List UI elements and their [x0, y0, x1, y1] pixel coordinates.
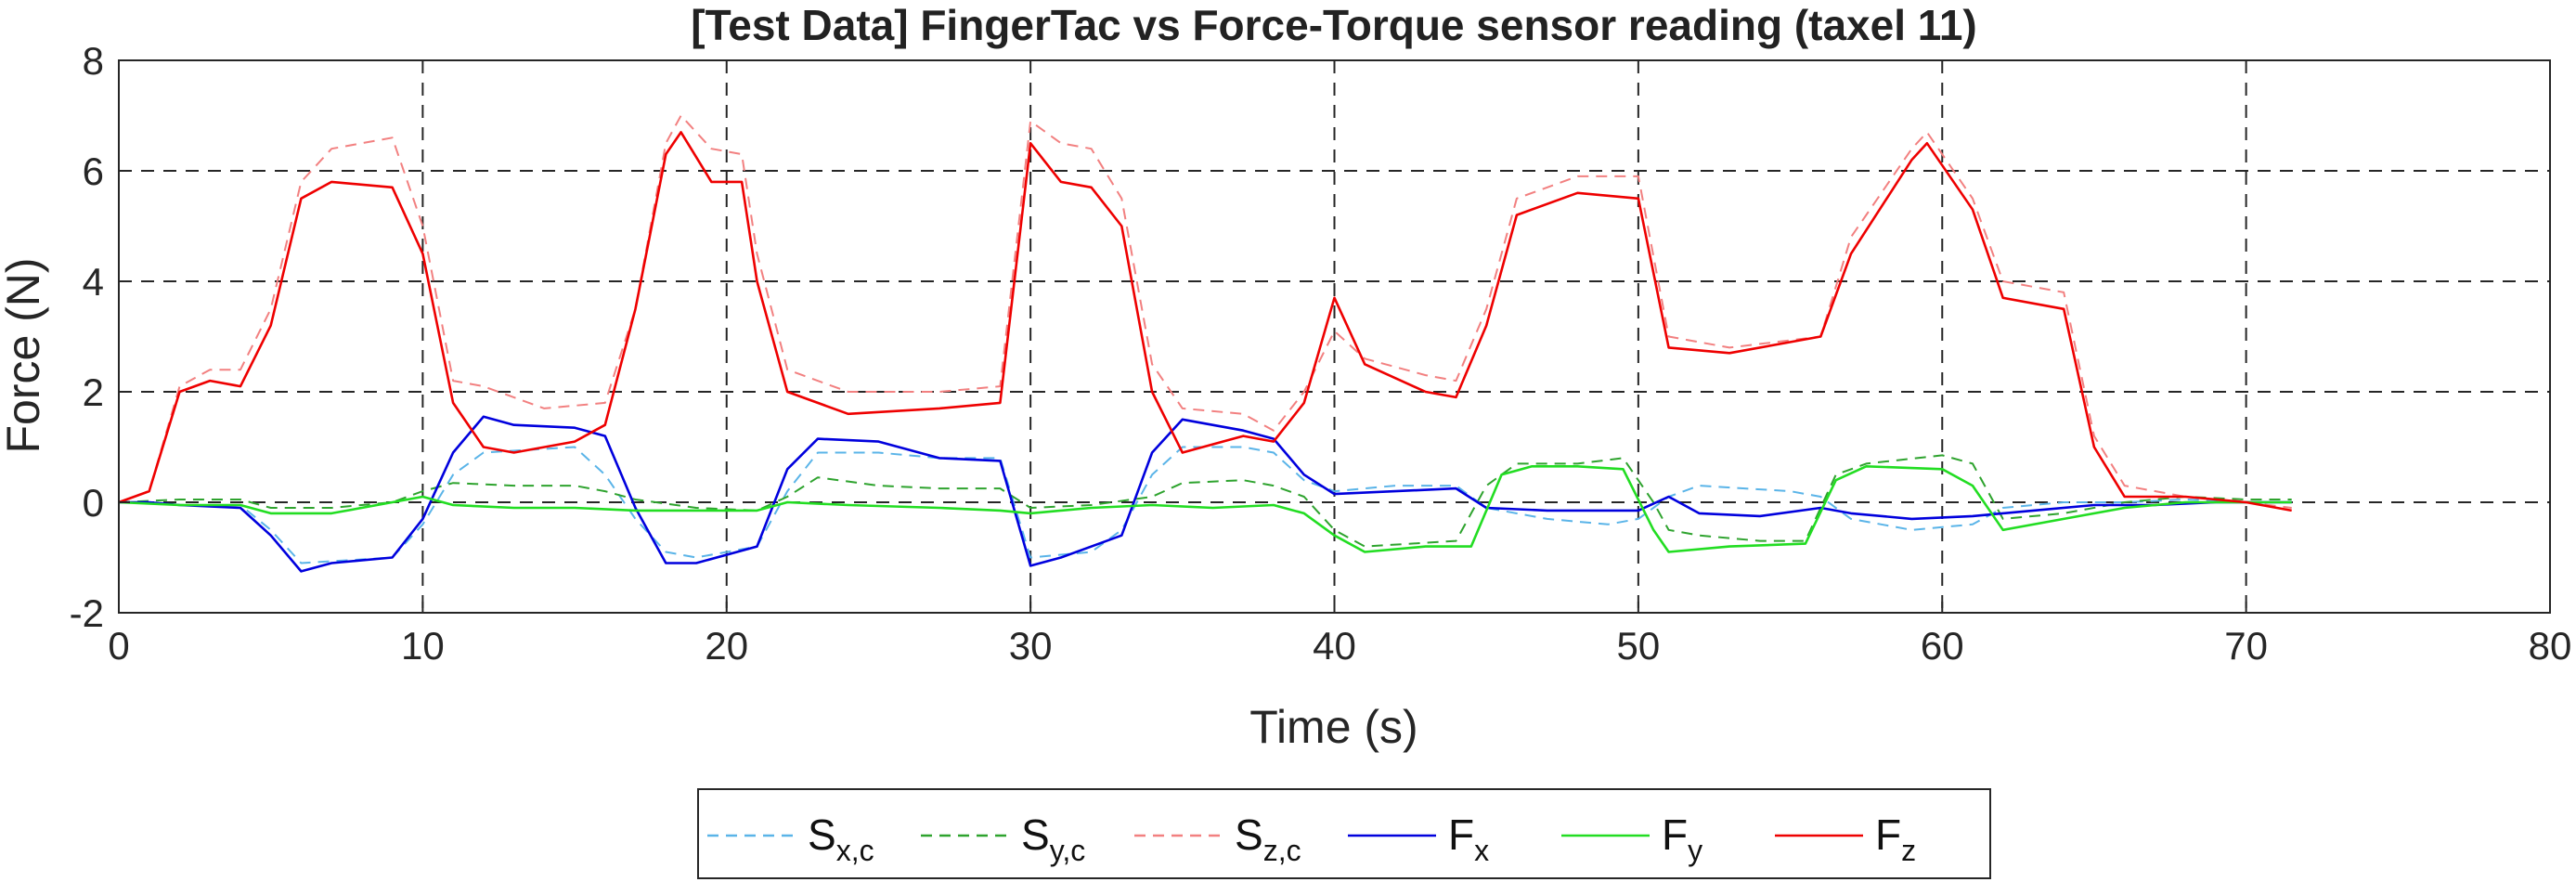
x-tick-label: 40	[1313, 624, 1356, 668]
legend-label: Sx,c	[808, 811, 874, 867]
x-tick-label: 0	[108, 624, 129, 668]
x-tick-label: 80	[2529, 624, 2572, 668]
x-tick-label: 50	[1617, 624, 1661, 668]
y-tick-label: 2	[83, 370, 104, 414]
y-axis-label: Force (N)	[0, 257, 49, 453]
x-tick-label: 70	[2224, 624, 2268, 668]
y-tick-label: -2	[70, 591, 104, 635]
series-line-s-zc	[118, 114, 2292, 509]
y-tick-label: 4	[83, 260, 104, 304]
series-line-f-x	[119, 415, 2292, 573]
x-tick-label: 60	[1921, 624, 1964, 668]
legend-label: Fz	[1875, 811, 1916, 867]
legend: Sx,c Sy,c Sz,c Fx Fy Fz	[697, 788, 1991, 879]
legend-label: Sz,c	[1235, 811, 1301, 867]
legend-label: Fy	[1662, 811, 1702, 867]
legend-label: Fx	[1448, 811, 1489, 867]
y-tick-label: 0	[83, 481, 104, 525]
x-tick-label: 20	[705, 624, 748, 668]
series-line-f-z	[118, 131, 2292, 512]
legend-items: Sx,c Sy,c Sz,c Fx Fy Fz	[707, 811, 1916, 867]
series-line-f-y	[118, 465, 2292, 553]
x-axis-label: Time (s)	[1249, 701, 1417, 753]
x-tick-label: 30	[1009, 624, 1053, 668]
x-tick-label: 10	[401, 624, 445, 668]
y-tick-label: 8	[83, 39, 104, 83]
series-line-s-yc	[118, 454, 2292, 548]
legend-box	[697, 788, 1991, 879]
chart-title: [Test Data] FingerTac vs Force-Torque se…	[691, 1, 1976, 49]
series-line-s-xc	[119, 446, 2292, 564]
y-tick-label: 6	[83, 149, 104, 193]
legend-label: Sy,c	[1021, 811, 1085, 867]
grid-lines	[119, 60, 2550, 613]
series-lines	[118, 114, 2292, 573]
